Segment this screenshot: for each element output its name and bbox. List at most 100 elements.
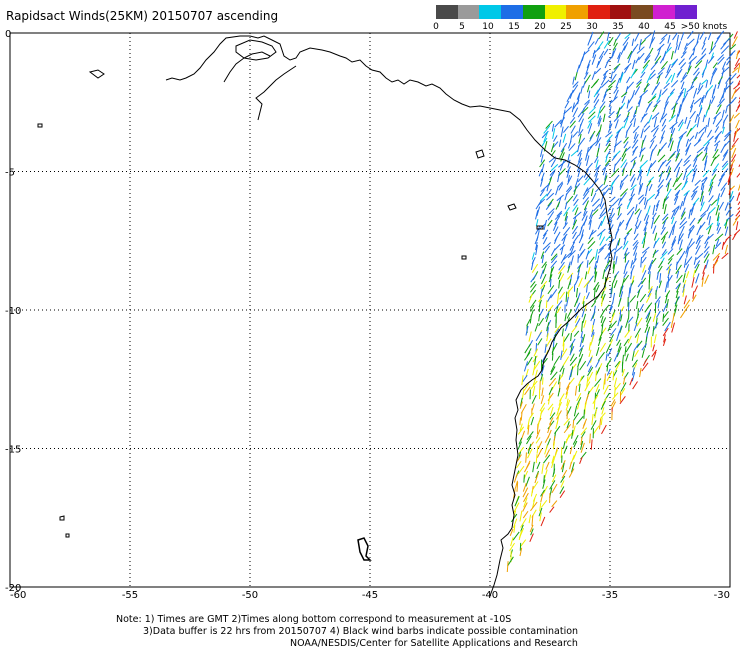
wind-barb bbox=[542, 242, 551, 251]
wind-barb bbox=[659, 38, 666, 45]
wind-barb bbox=[591, 414, 594, 425]
wind-barb bbox=[723, 37, 731, 45]
wind-barb bbox=[707, 32, 712, 41]
wind-barb bbox=[651, 112, 660, 120]
wind-barb bbox=[705, 80, 709, 88]
lon-tick-label: -60 bbox=[10, 590, 26, 600]
wind-barb bbox=[600, 290, 605, 299]
wind-barb bbox=[721, 61, 727, 70]
wind-barb bbox=[715, 104, 722, 115]
wind-barb bbox=[572, 434, 579, 445]
wind-barb bbox=[666, 263, 672, 271]
wind-barb bbox=[520, 412, 523, 421]
wind-barb bbox=[587, 145, 593, 153]
wind-barb bbox=[627, 335, 632, 344]
wind-barb bbox=[541, 274, 547, 285]
wind-barb bbox=[527, 443, 532, 454]
wind-barb bbox=[734, 57, 740, 67]
wind-barb bbox=[518, 530, 523, 541]
wind-barb bbox=[540, 493, 544, 503]
wind-barb bbox=[607, 323, 612, 332]
wind-barb bbox=[619, 314, 623, 322]
lon-tick-label: -30 bbox=[714, 590, 730, 600]
wind-barb bbox=[539, 512, 542, 522]
wind-barb bbox=[695, 273, 700, 284]
wind-barb bbox=[616, 331, 621, 341]
wind-barb bbox=[662, 219, 667, 230]
wind-barb bbox=[720, 42, 727, 50]
wind-barb bbox=[641, 236, 646, 245]
wind-barb bbox=[705, 259, 709, 269]
lat-tick-label: -5 bbox=[5, 168, 15, 179]
wind-barb bbox=[710, 156, 717, 167]
wind-barb bbox=[706, 212, 711, 220]
wind-barb bbox=[630, 156, 638, 163]
wind-barb bbox=[737, 200, 740, 206]
wind-barb bbox=[671, 235, 677, 246]
wind-barb bbox=[639, 39, 646, 46]
wind-barb bbox=[680, 74, 688, 83]
wind-barb bbox=[562, 336, 565, 347]
wind-barb bbox=[732, 232, 737, 241]
colorbar-segment bbox=[674, 5, 697, 19]
wind-barb bbox=[697, 217, 703, 224]
wind-barb bbox=[510, 513, 518, 523]
coastline-main bbox=[165, 35, 613, 597]
wind-barb bbox=[671, 322, 676, 333]
wind-barb bbox=[704, 235, 710, 245]
wind-barb bbox=[593, 287, 596, 298]
wind-barb bbox=[703, 251, 709, 258]
wind-barb bbox=[569, 461, 572, 470]
wind-barb bbox=[623, 42, 629, 51]
wind-barb bbox=[641, 256, 647, 264]
wind-barb bbox=[567, 278, 572, 290]
wind-barb bbox=[560, 126, 564, 138]
wind-barb bbox=[523, 383, 530, 391]
wind-barb bbox=[686, 65, 692, 75]
wind-barb bbox=[608, 110, 615, 118]
wind-barb bbox=[521, 375, 524, 386]
wind-barb bbox=[602, 187, 610, 197]
wind-barb bbox=[711, 174, 717, 182]
wind-barb bbox=[534, 226, 541, 235]
wind-barb bbox=[613, 271, 620, 278]
wind-barb bbox=[571, 225, 579, 235]
wind-barb bbox=[530, 501, 538, 512]
colorbar-label: 20 bbox=[534, 22, 546, 32]
wind-barb bbox=[623, 117, 629, 129]
wind-barb bbox=[648, 114, 653, 124]
wind-barb bbox=[685, 168, 694, 178]
wind-barb bbox=[629, 168, 633, 177]
wind-barb bbox=[638, 165, 642, 174]
wind-barb bbox=[599, 101, 606, 109]
wind-barb bbox=[590, 329, 595, 337]
wind-barb bbox=[588, 209, 594, 220]
wind-barb bbox=[557, 286, 563, 295]
wind-barb bbox=[560, 446, 563, 458]
wind-barb bbox=[661, 113, 668, 120]
wind-barb bbox=[641, 251, 647, 258]
wind-barb bbox=[633, 343, 640, 352]
wind-barb bbox=[603, 264, 610, 273]
wind-barb bbox=[678, 104, 682, 114]
wind-barb bbox=[620, 45, 626, 56]
wind-barb bbox=[582, 190, 590, 200]
wind-barb bbox=[585, 284, 588, 293]
wind-barb bbox=[701, 79, 708, 85]
wind-barb bbox=[614, 386, 616, 397]
wind-barb bbox=[677, 234, 681, 245]
wind-barb bbox=[704, 274, 710, 284]
wind-barb bbox=[576, 397, 582, 406]
wind-barb bbox=[541, 137, 548, 147]
wind-barb bbox=[622, 376, 626, 385]
wind-barb bbox=[530, 281, 536, 288]
wind-barb bbox=[704, 125, 707, 133]
wind-barb bbox=[610, 71, 613, 80]
wind-barb bbox=[629, 173, 635, 182]
wind-barb bbox=[545, 120, 553, 129]
wind-barb bbox=[572, 204, 578, 212]
wind-barb bbox=[619, 192, 627, 202]
wind-barb bbox=[513, 518, 518, 529]
wind-barb bbox=[636, 220, 642, 230]
wind-barb bbox=[576, 157, 583, 167]
